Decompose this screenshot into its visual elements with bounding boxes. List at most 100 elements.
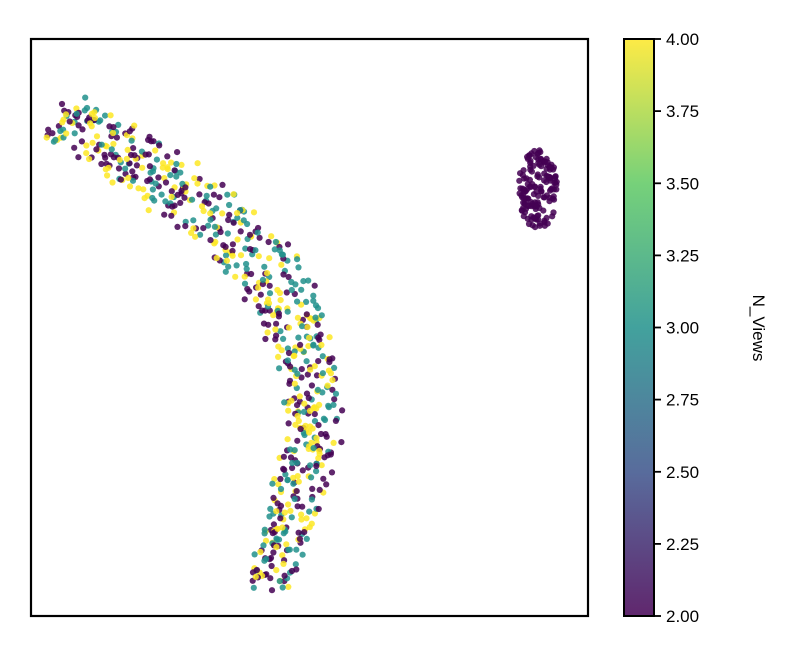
scatter-point bbox=[280, 335, 287, 342]
scatter-point bbox=[216, 194, 223, 201]
scatter-point bbox=[279, 584, 286, 591]
scatter-point bbox=[225, 216, 232, 224]
scatter-point bbox=[297, 341, 304, 348]
scatter-point bbox=[327, 451, 334, 458]
scatter-point bbox=[301, 400, 308, 407]
scatter-point bbox=[151, 197, 158, 204]
scatter-point bbox=[536, 174, 543, 181]
scatter-point bbox=[126, 183, 134, 190]
scatter-point bbox=[323, 433, 330, 440]
scatter-point bbox=[125, 174, 132, 181]
scatter-point bbox=[288, 514, 295, 521]
scatter-point bbox=[302, 422, 309, 429]
scatter-point bbox=[275, 353, 282, 360]
scatter-point bbox=[519, 172, 527, 179]
scatter-point bbox=[303, 535, 310, 543]
scatter-point bbox=[146, 163, 153, 170]
scatter-point bbox=[145, 136, 152, 143]
scatter-point bbox=[536, 222, 543, 229]
scatter-point bbox=[524, 153, 531, 160]
scatter-point bbox=[250, 584, 257, 591]
scatter-point bbox=[160, 160, 167, 167]
scatter-point bbox=[265, 300, 273, 307]
scatter-point bbox=[294, 298, 301, 305]
scatter-point bbox=[284, 477, 291, 484]
scatter-point bbox=[255, 284, 262, 291]
scatter-point bbox=[316, 486, 323, 493]
scatter-point bbox=[161, 211, 168, 218]
scatter-point bbox=[331, 396, 338, 403]
scatter-point bbox=[330, 401, 337, 408]
scatter-point bbox=[318, 462, 325, 469]
scatter-point bbox=[255, 303, 262, 310]
scatter-point bbox=[277, 328, 284, 335]
scatter-point bbox=[232, 273, 239, 280]
scatter-point bbox=[191, 175, 198, 182]
scatter-point bbox=[268, 233, 275, 240]
scatter-point bbox=[295, 529, 302, 536]
scatter-point bbox=[279, 524, 286, 531]
scatter-point bbox=[147, 169, 154, 176]
scatter-point bbox=[338, 439, 345, 446]
scatter-point bbox=[194, 180, 201, 187]
scatter-point bbox=[49, 130, 56, 137]
scatter-point bbox=[308, 520, 315, 527]
scatter-point bbox=[89, 139, 96, 146]
scatter-point bbox=[98, 160, 105, 168]
scatter-point bbox=[309, 485, 316, 492]
scatter-point bbox=[280, 271, 287, 278]
scatter-point bbox=[339, 407, 346, 414]
scatter-point bbox=[255, 253, 262, 260]
scatter-point bbox=[212, 231, 219, 238]
scatter-point bbox=[270, 312, 277, 319]
scatter-point bbox=[91, 114, 98, 122]
scatter-point bbox=[110, 140, 117, 148]
scatter-point bbox=[288, 397, 295, 404]
scatter-point bbox=[303, 311, 310, 318]
scatter-point bbox=[205, 200, 212, 207]
scatter-point bbox=[325, 404, 332, 411]
scatter-point bbox=[83, 150, 90, 157]
scatter-point bbox=[207, 237, 214, 244]
scatter-point bbox=[518, 207, 525, 214]
scatter-point bbox=[281, 572, 288, 579]
scatter-point bbox=[532, 224, 539, 231]
scatter-point bbox=[328, 469, 336, 476]
scatter-point bbox=[73, 110, 80, 117]
scatter-point bbox=[293, 459, 301, 466]
scatter-point bbox=[152, 180, 159, 187]
scatter-point bbox=[115, 165, 123, 172]
scatter-point bbox=[63, 130, 70, 137]
scatter-point bbox=[272, 326, 279, 333]
scatter-point bbox=[293, 488, 300, 495]
scatter-point bbox=[277, 515, 284, 522]
scatter-point bbox=[306, 508, 313, 515]
scatter-point bbox=[222, 268, 229, 275]
scatter-point bbox=[315, 505, 322, 513]
scatter-point bbox=[520, 167, 527, 174]
scatter-point bbox=[257, 291, 264, 298]
scatter-point bbox=[190, 217, 197, 224]
scatter-point bbox=[533, 203, 540, 210]
scatter-point bbox=[308, 496, 315, 503]
scatter-point bbox=[102, 154, 109, 161]
scatter-point bbox=[43, 134, 50, 141]
scatter-point bbox=[182, 184, 189, 191]
scatter-point bbox=[323, 481, 330, 488]
scatter-point bbox=[140, 186, 147, 193]
scatter-point bbox=[273, 535, 280, 542]
scatter-point bbox=[108, 146, 115, 153]
scatter-point bbox=[285, 501, 292, 508]
scatter-point bbox=[62, 111, 70, 118]
scatter-point bbox=[311, 363, 318, 370]
scatter-point bbox=[261, 263, 268, 270]
scatter-point bbox=[93, 146, 100, 153]
scatter-point bbox=[58, 100, 66, 108]
scatter-point bbox=[304, 324, 311, 331]
scatter-point bbox=[59, 119, 66, 126]
scatter-point bbox=[516, 177, 523, 184]
scatter-point bbox=[313, 435, 320, 442]
scatter-point bbox=[246, 288, 253, 295]
scatter-point bbox=[272, 238, 279, 246]
scatter-point bbox=[277, 475, 284, 483]
